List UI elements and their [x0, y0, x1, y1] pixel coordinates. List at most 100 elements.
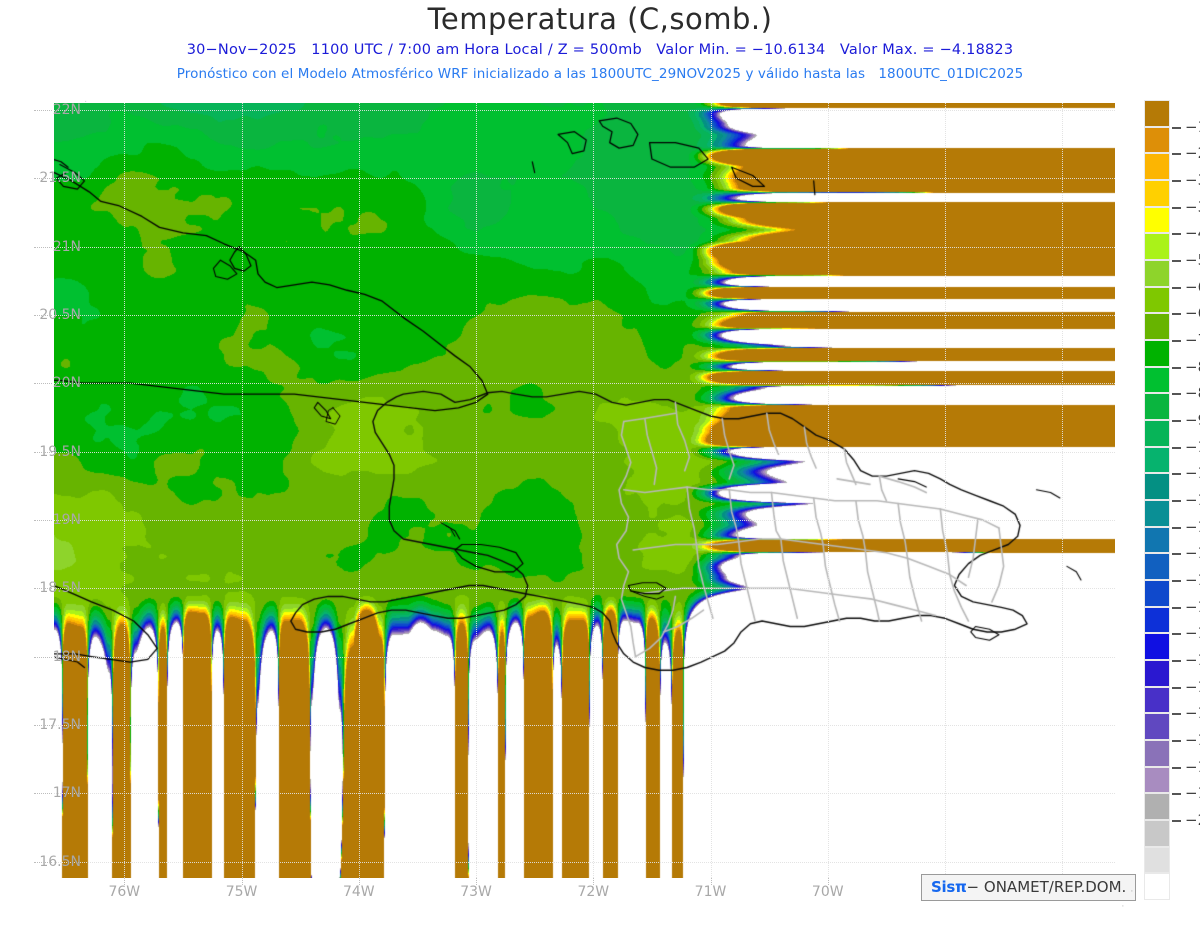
colorbar-tick-17 — [1172, 580, 1181, 582]
colorbar-swatch-25[interactable] — [1144, 766, 1170, 794]
colorbar-swatch-12[interactable] — [1144, 420, 1170, 447]
colorbar-swatch-19[interactable] — [1144, 606, 1170, 634]
lat-tick-4 — [34, 383, 52, 385]
colorbar-swatch-6[interactable] — [1144, 260, 1170, 287]
colorbar-tick-12 — [1172, 446, 1181, 449]
colorbar-tick-10 — [1172, 393, 1181, 396]
colorbar-swatch-26[interactable] — [1144, 793, 1170, 820]
colorbar-label-7: −6.7 — [1185, 304, 1200, 323]
colorbar-label-4: −4.6 — [1185, 224, 1200, 243]
colorbar-label-15: −12.3 — [1185, 517, 1200, 536]
colorbar-swatch-24[interactable] — [1144, 740, 1170, 767]
colorbar-swatch-28[interactable] — [1144, 846, 1170, 874]
colorbar-label-26: −20 — [1185, 811, 1200, 829]
lon-tick-0 — [124, 878, 126, 885]
colorbar-label-6: −6 — [1185, 277, 1200, 296]
colorbar-swatch-8[interactable] — [1144, 313, 1170, 340]
lat-tick-0 — [34, 109, 52, 111]
lat-label-18.5N: 18.5N — [39, 580, 81, 597]
colorbar-swatch-23[interactable] — [1144, 713, 1170, 740]
colorbar-tick-24 — [1172, 766, 1181, 769]
agency-label: ONAMET/REP.DOM. — [983, 878, 1127, 896]
colorbar-tick-4 — [1172, 233, 1181, 236]
colorbar-swatch-27[interactable] — [1144, 820, 1170, 847]
colorbar-swatch-4[interactable] — [1144, 206, 1170, 234]
lat-tick-11 — [34, 861, 52, 863]
colorbar-swatch-29[interactable] — [1144, 873, 1170, 900]
lat-label-17N: 17N — [52, 785, 81, 802]
colorbar-swatch-0[interactable] — [1144, 100, 1170, 127]
colorbar-tick-25 — [1172, 793, 1181, 796]
lat-label-19N: 19N — [52, 511, 81, 528]
colorbar-swatch-17[interactable] — [1144, 553, 1170, 580]
colorbar-tick-7 — [1172, 313, 1181, 316]
temperature-colorbar[interactable]: −1.8 −2.5 −3.2 −3.9 −4.6 −5.3 −6 −6.7 −7.4 −8.1 −8… — [1144, 100, 1200, 900]
colorbar-tick-22 — [1172, 713, 1181, 716]
colorbar-swatch-14[interactable] — [1144, 473, 1170, 500]
colorbar-label-24: −18.6 — [1185, 757, 1200, 776]
lon-label-73W: 73W — [460, 884, 492, 900]
forecast-meta-line: 30−Nov−2025 1100 UTC / 7:00 am Hora Loca… — [186, 42, 1014, 58]
lon-tick-4 — [593, 878, 595, 885]
colorbar-label-0: −1.8 — [1185, 117, 1200, 136]
colorbar-swatch-13[interactable] — [1144, 446, 1170, 474]
colorbar-swatch-2[interactable] — [1144, 153, 1170, 180]
agency-logo-box[interactable]: Sisπ− ONAMET/REP.DOM. — [921, 874, 1137, 901]
colorbar-label-19: −15.1 — [1185, 624, 1200, 643]
colorbar-tick-19 — [1172, 633, 1181, 636]
colorbar-label-1: −2.5 — [1185, 144, 1200, 163]
lat-tick-3 — [34, 314, 52, 316]
colorbar-swatch-18[interactable] — [1144, 580, 1170, 607]
lat-label-20.5N: 20.5N — [39, 306, 81, 323]
colorbar-tick-3 — [1172, 206, 1181, 209]
colorbar-label-12: −10.2 — [1185, 437, 1200, 456]
colorbar-tick-21 — [1172, 686, 1181, 689]
colorbar-swatch-1[interactable] — [1144, 126, 1170, 154]
colorbar-label-9: −8.1 — [1185, 357, 1200, 376]
lat-tick-8 — [34, 656, 52, 658]
colorbar-label-14: −11.6 — [1185, 491, 1200, 509]
colorbar-swatch-16[interactable] — [1144, 526, 1170, 554]
colorbar-swatch-11[interactable] — [1144, 393, 1170, 420]
colorbar-tick-5 — [1172, 260, 1181, 262]
temperature-shading-canvas — [54, 103, 1115, 878]
lon-tick-6 — [827, 878, 829, 885]
colorbar-swatch-10[interactable] — [1144, 366, 1170, 394]
lon-label-72W: 72W — [577, 884, 610, 900]
lat-label-20N: 20N — [52, 375, 81, 392]
colorbar-swatch-5[interactable] — [1144, 233, 1170, 260]
colorbar-label-17: −13.7 — [1185, 571, 1200, 589]
colorbar-swatch-9[interactable] — [1144, 340, 1170, 367]
lat-label-21N: 21N — [52, 238, 81, 255]
colorbar-swatch-22[interactable] — [1144, 686, 1170, 714]
colorbar-swatch-21[interactable] — [1144, 660, 1170, 687]
colorbar-label-8: −7.4 — [1185, 331, 1200, 349]
colorbar-label-11: −9.5 — [1185, 411, 1200, 429]
colorbar-label-22: −17.2 — [1185, 704, 1200, 723]
colorbar-tick-23 — [1172, 740, 1181, 742]
lat-label-22N: 22N — [52, 101, 81, 118]
colorbar-tick-18 — [1172, 606, 1181, 609]
colorbar-swatch-7[interactable] — [1144, 286, 1170, 314]
colorbar-swatch-3[interactable] — [1144, 180, 1170, 207]
colorbar-tick-14 — [1172, 500, 1181, 502]
colorbar-tick-8 — [1172, 340, 1181, 342]
lat-tick-7 — [34, 588, 52, 590]
model-info-line: Pronóstico con el Modelo Atmosférico WRF… — [176, 66, 1024, 82]
logo-separator: − — [966, 878, 980, 896]
lat-label-19.5N: 19.5N — [39, 443, 81, 460]
colorbar-label-18: −14.4 — [1185, 597, 1200, 616]
colorbar-swatch-15[interactable] — [1144, 500, 1170, 527]
lat-label-18N: 18N — [52, 648, 81, 665]
lat-tick-6 — [34, 519, 52, 521]
lon-label-76W: 76W — [108, 884, 141, 900]
lat-label-16.5N: 16.5N — [39, 853, 81, 870]
lat-tick-9 — [34, 724, 52, 726]
lon-tick-3 — [476, 878, 478, 885]
map-plot-area[interactable] — [54, 103, 1115, 878]
colorbar-label-2: −3.2 — [1185, 171, 1200, 189]
colorbar-swatch-20[interactable] — [1144, 633, 1170, 660]
colorbar-label-13: −10.9 — [1185, 464, 1200, 483]
colorbar-tick-0 — [1172, 126, 1181, 129]
